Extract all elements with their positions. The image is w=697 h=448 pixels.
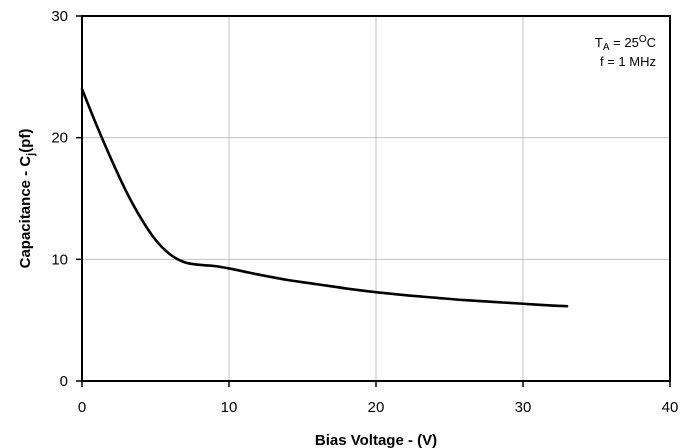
x-tick-label-30: 30 xyxy=(515,399,532,416)
x-tick-label-10: 10 xyxy=(221,399,238,416)
tick-marks xyxy=(76,15,671,387)
annotation-line-2: f = 1 MHz xyxy=(600,54,656,69)
x-axis-title: Bias Voltage - (V) xyxy=(315,432,437,448)
annotation-line-1: TA = 25OC xyxy=(595,34,656,53)
x-tick-label-0: 0 xyxy=(78,399,86,416)
x-tick-label-40: 40 xyxy=(662,399,679,416)
y-axis-title-main: Capacitance - C xyxy=(17,156,34,269)
y-axis-title-suffix: (pf) xyxy=(17,129,34,153)
x-tick-labels: 0 10 20 30 40 xyxy=(78,399,679,416)
y-tick-label-0: 0 xyxy=(60,373,68,390)
y-axis-title-subscript: j xyxy=(25,153,37,157)
y-tick-label-30: 30 xyxy=(51,8,68,25)
series-layer xyxy=(80,87,569,308)
y-tick-label-10: 10 xyxy=(51,251,68,268)
series-line-0 xyxy=(80,87,569,308)
y-tick-label-20: 20 xyxy=(51,130,68,147)
x-tick-label-20: 20 xyxy=(368,399,385,416)
y-tick-labels: 0 10 20 30 xyxy=(51,8,68,390)
y-axis-title: Capacitance - Cj(pf) xyxy=(17,129,37,269)
